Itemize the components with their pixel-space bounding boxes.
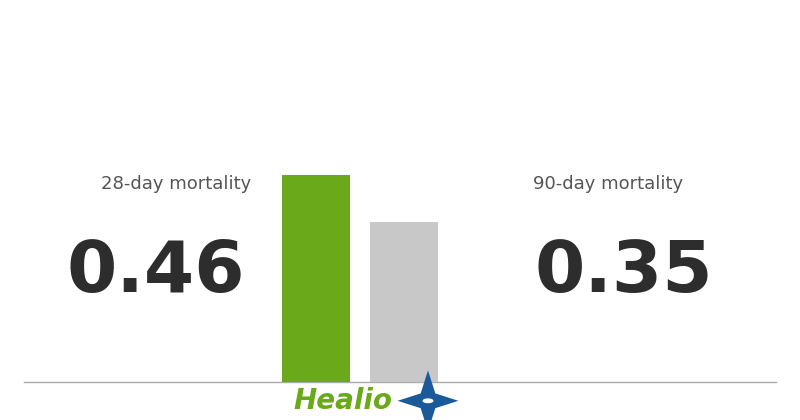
Text: Healio: Healio [293, 387, 392, 415]
Bar [282, 175, 350, 382]
Text: Mortality risk ratio among Black patients: Mortality risk ratio among Black patient… [135, 30, 665, 53]
Circle shape [423, 399, 433, 402]
Text: 0.46: 0.46 [66, 238, 246, 307]
Bar [370, 222, 438, 382]
Text: 28-day mortality: 28-day mortality [101, 175, 251, 193]
Polygon shape [398, 370, 458, 420]
Text: receiving inhaled nitric oxide therapy:: receiving inhaled nitric oxide therapy: [154, 75, 646, 98]
Text: 0.35: 0.35 [534, 238, 714, 307]
Text: 90-day mortality: 90-day mortality [533, 175, 683, 193]
